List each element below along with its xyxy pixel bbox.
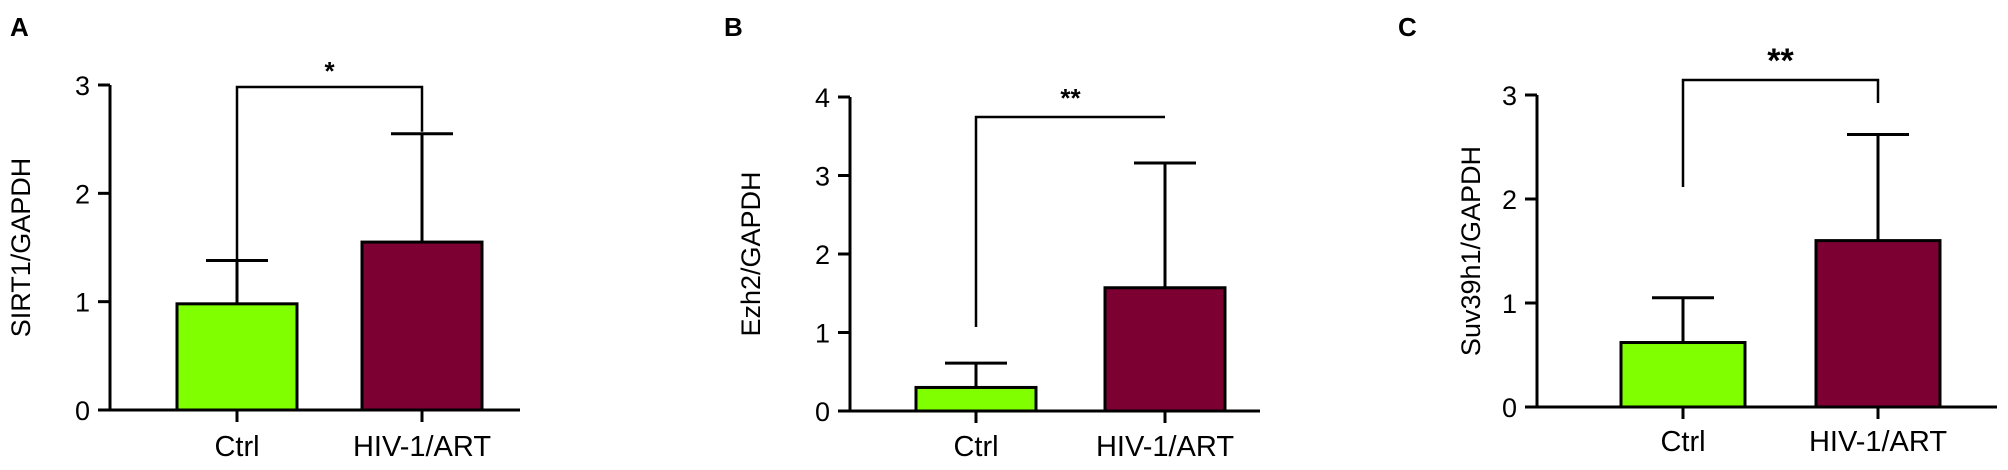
y-tick-label: 1 xyxy=(815,319,830,349)
y-tick-label: 2 xyxy=(815,240,830,270)
y-tick-label: 1 xyxy=(75,288,90,318)
x-tick-label: Ctrl xyxy=(1660,426,1705,458)
significance-bracket xyxy=(974,115,1165,327)
panel-letter: A xyxy=(10,12,29,42)
y-tick-label: 3 xyxy=(1502,81,1517,111)
x-tick-label: HIV-1/ART xyxy=(353,431,491,463)
x-tick-label: HIV-1/ART xyxy=(1809,426,1947,458)
y-tick-label: 0 xyxy=(75,396,90,426)
y-tick-label: 3 xyxy=(75,71,90,101)
y-tick-label: 4 xyxy=(815,83,830,113)
x-tick-label: Ctrl xyxy=(953,431,998,463)
y-axis-title: Suv39h1/GAPDH xyxy=(1456,146,1486,356)
chart-panel-a: A SIRT1/GAPDH 0 1 2 3 Ctrl HIV-1/ART * xyxy=(6,12,520,463)
x-tick-label: HIV-1/ART xyxy=(1096,431,1234,463)
bar-ctrl xyxy=(1619,341,1747,409)
chart-panel-c: C Suv39h1/GAPDH 0 1 2 3 Ctrl HIV-1/ART ** xyxy=(1398,12,1997,458)
significance-label: * xyxy=(324,56,335,86)
y-tick-label: 3 xyxy=(815,162,830,192)
significance-label: ** xyxy=(1060,83,1081,113)
significance-bracket xyxy=(235,85,424,261)
chart-panel-b: B Ezh2/GAPDH 0 1 2 3 4 Ctrl HIV-1/ART ** xyxy=(724,12,1260,463)
significance-label: ** xyxy=(1767,42,1794,80)
bar-ctrl xyxy=(914,385,1038,413)
y-tick-label: 0 xyxy=(815,397,830,427)
x-tick-label: Ctrl xyxy=(214,431,259,463)
bar-hiv-1-art xyxy=(1103,286,1227,413)
panel-letter: C xyxy=(1398,12,1417,42)
significance-bracket xyxy=(1681,78,1880,187)
y-axis-title: SIRT1/GAPDH xyxy=(6,158,36,338)
y-tick-label: 1 xyxy=(1502,289,1517,319)
panel-letter: B xyxy=(724,12,743,42)
y-tick-label: 2 xyxy=(1502,185,1517,215)
bar-hiv-1-art xyxy=(1814,239,1942,409)
y-tick-label: 2 xyxy=(75,179,90,209)
bar-ctrl xyxy=(175,302,299,412)
y-tick-label: 0 xyxy=(1502,393,1517,423)
y-axis-title: Ezh2/GAPDH xyxy=(736,171,766,336)
bar-hiv-1-art xyxy=(360,240,484,412)
